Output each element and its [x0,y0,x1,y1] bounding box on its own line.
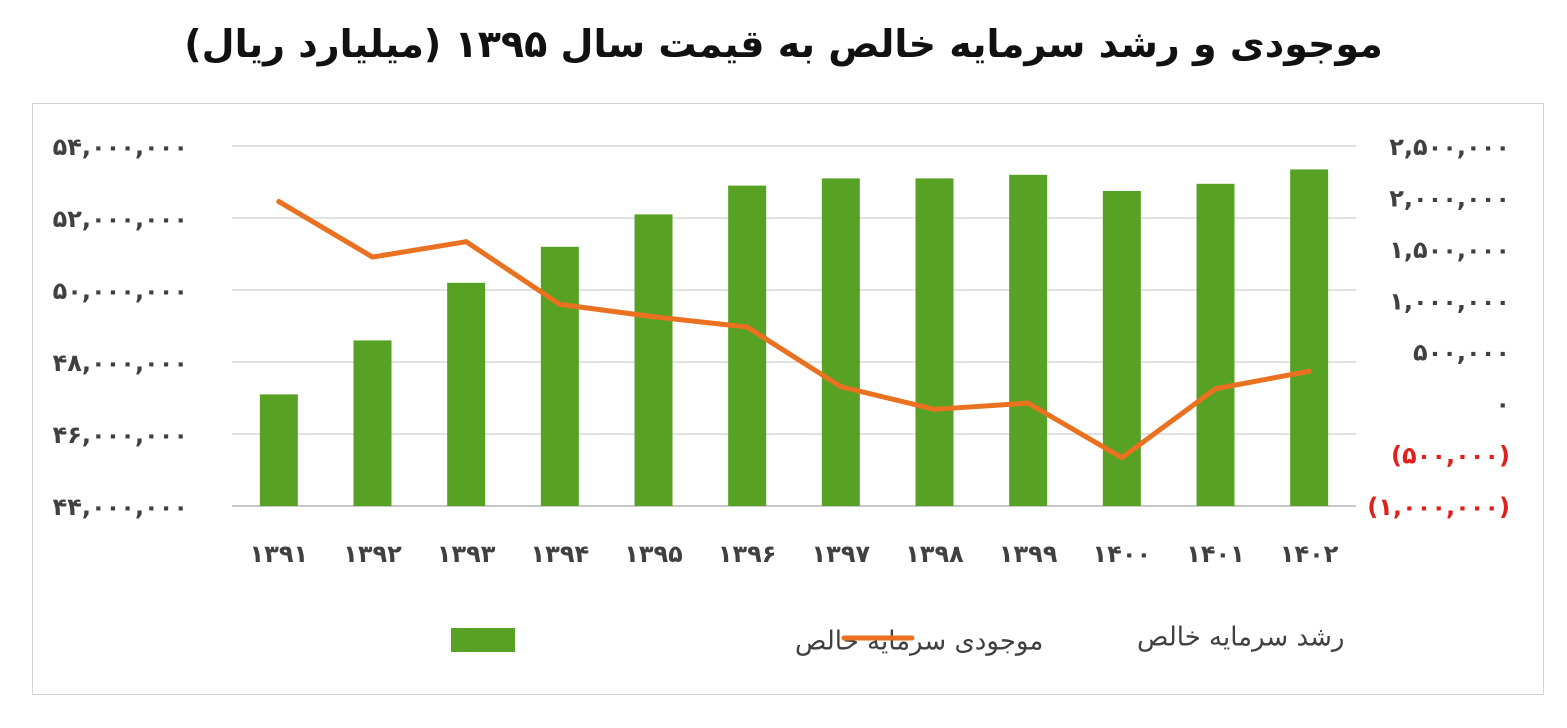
line-point-12 [1306,368,1312,374]
bar-10 [1102,191,1141,506]
right-tick-label: ۲,۵۰۰,۰۰۰ [1389,133,1510,161]
line-point-11 [1213,386,1218,392]
x-tick-label: ۱۳۹۳ [437,540,496,568]
bar-6 [728,185,767,506]
left-tick-label: ۵۴,۰۰۰,۰۰۰ [53,133,188,161]
line-point-5 [651,314,656,320]
bar-series [259,169,1329,507]
left-tick-label: ۵۰,۰۰۰,۰۰۰ [53,277,188,305]
line-series [276,199,1312,461]
line-point-3 [463,239,469,245]
x-tick-label: ۱۳۹۶ [718,540,777,568]
bar-8 [915,178,954,506]
bar-4 [540,246,579,507]
x-tick-label: ۱۳۹۲ [343,540,402,568]
x-tick-label: ۱۳۹۱ [250,540,309,568]
x-tick-label: ۱۳۹۹ [999,540,1058,568]
bar-5 [634,214,673,506]
legend-bar-label: موجودی سرمایه خالص [795,627,1043,657]
left-tick-label: ۴۴,۰۰۰,۰۰۰ [53,493,188,521]
right-axis: ۲,۵۰۰,۰۰۰ ۲,۰۰۰,۰۰۰ ۱,۵۰۰,۰۰۰ ۱,۰۰۰,۰۰۰ ۵۰۰,… [1367,133,1510,521]
line-point-8 [932,406,937,412]
legend: موجودی سرمایه خالص رشد سرمایه خالص [451,623,1344,657]
right-tick-label: ۵۰۰,۰۰۰ [1413,339,1510,367]
left-tick-label: ۵۲,۰۰۰,۰۰۰ [53,205,188,233]
line-point-1 [276,199,282,205]
bar-1 [259,394,298,506]
bar-7 [821,178,860,506]
line-point-7 [838,384,844,390]
x-tick-label: ۱۴۰۰ [1093,540,1152,568]
x-tick-label: ۱۳۹۷ [812,540,871,568]
chart-frame [32,103,1544,695]
bar-11 [1196,183,1235,507]
line-point-2 [370,254,375,260]
right-tick-label: (۱,۰۰۰,۰۰۰) [1367,493,1510,521]
right-tick-label: (۵۰۰,۰۰۰) [1391,442,1510,470]
x-tick-label: ۱۴۰۱ [1186,540,1245,568]
left-axis: ۵۴,۰۰۰,۰۰۰ ۵۲,۰۰۰,۰۰۰ ۵۰,۰۰۰,۰۰۰ ۴۸,۰۰۰,۰۰۰… [53,133,188,521]
legend-line-label: رشد سرمایه خالص [1137,623,1344,653]
right-tick-label: ۱,۰۰۰,۰۰۰ [1389,287,1510,315]
left-tick-label: ۴۶,۰۰۰,۰۰۰ [53,421,188,449]
x-tick-label: ۱۳۹۸ [905,540,964,568]
line-point-9 [1025,400,1031,406]
x-axis: ۱۳۹۱ ۱۳۹۲ ۱۳۹۳ ۱۳۹۴ ۱۳۹۵ ۱۳۹۶ ۱۳۹۷ ۱۳۹۸ ۱۳۹۹ ۱۴۰۰… [250,540,1339,568]
x-tick-label: ۱۳۹۴ [531,540,590,568]
growth-line [276,199,1312,461]
bar-2 [353,340,392,506]
right-tick-label: ۰ [1495,390,1510,418]
x-tick-label: ۱۳۹۵ [624,540,683,568]
legend-bar-swatch [451,628,515,652]
bar-3 [447,282,486,506]
x-tick-label: ۱۴۰۲ [1280,540,1339,568]
right-tick-label: ۲,۰۰۰,۰۰۰ [1389,184,1510,212]
chart-title: موجودی و رشد سرمایه خالص به قیمت سال ۱۳۹… [184,22,1383,66]
bar-9 [1009,174,1048,507]
right-tick-label: ۱,۵۰۰,۰۰۰ [1389,236,1510,264]
left-tick-label: ۴۸,۰۰۰,۰۰۰ [53,349,188,377]
gridlines [232,145,1356,507]
bar-12 [1290,169,1329,506]
line-point-4 [557,301,563,307]
line-point-10 [1119,455,1125,461]
line-point-6 [744,324,750,330]
